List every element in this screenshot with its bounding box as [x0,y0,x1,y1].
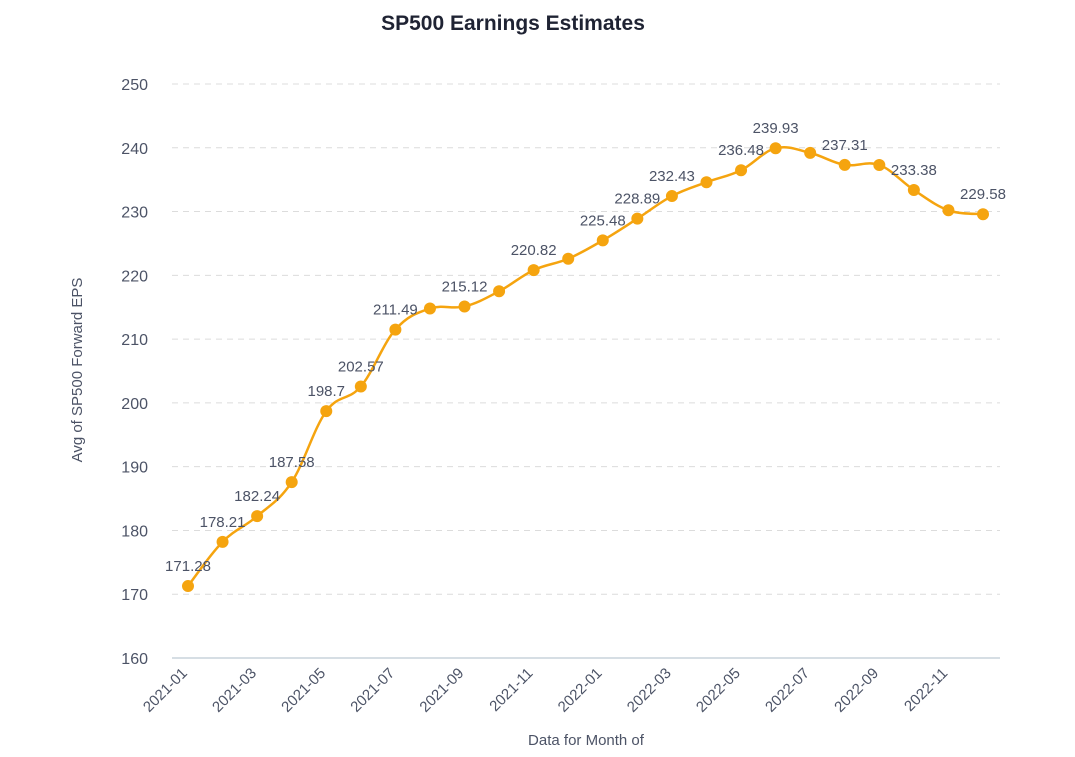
data-point [216,535,229,548]
data-point [700,176,713,189]
x-tick-label: 2022-11 [901,665,951,715]
data-label: 232.43 [649,168,695,185]
data-point [769,142,782,155]
y-tick-label: 240 [121,141,148,158]
data-label: 236.48 [718,142,764,159]
y-tick-label: 230 [121,205,148,222]
data-label: 178.21 [200,514,246,531]
data-label: 228.89 [614,191,660,208]
x-tick-label: 2021-09 [416,665,467,716]
data-point [907,183,920,196]
data-label: 229.58 [960,186,1006,203]
data-label: 237.31 [822,137,868,154]
data-label: 187.58 [269,454,315,471]
data-label: 198.7 [307,383,345,400]
data-point [493,285,506,298]
data-point [458,300,471,313]
data-point [251,510,264,523]
data-label: 225.48 [580,212,626,229]
data-label: 202.57 [338,358,384,375]
data-point [527,264,540,277]
data-point [631,212,644,225]
data-point [942,204,955,217]
data-point [562,252,575,265]
y-axis-title: Avg of SP500 Forward EPS [69,278,86,463]
y-tick-label: 160 [121,651,148,668]
y-tick-label: 250 [121,77,148,94]
y-tick-label: 220 [121,268,148,285]
data-label: 239.93 [753,120,799,137]
x-tick-label: 2021-03 [209,665,260,716]
x-tick-label: 2022-09 [831,665,882,716]
y-tick-label: 170 [121,587,148,604]
data-point [182,580,194,593]
x-tick-label: 2021-11 [486,665,536,715]
data-point [354,380,367,393]
data-label: 211.49 [373,302,418,319]
chart-title: SP500 Earnings Estimates [381,12,645,35]
x-tick-label: 2022-01 [555,665,606,716]
x-axis-title: Data for Month of [528,732,645,749]
data-point [423,302,436,315]
y-tick-label: 200 [121,396,148,413]
data-point [665,190,678,203]
data-point [804,146,817,159]
data-label: 233.38 [891,162,937,179]
data-point [873,158,886,171]
data-point [285,476,298,489]
y-tick-label: 180 [121,523,148,540]
y-tick-label: 210 [121,332,148,349]
data-labels: 171.28 178.21 182.24 187.58 198.7 202.57 211.4… [165,120,1006,575]
y-axis-ticks: 160 170 180 190 200 210 220 230 240 250 [121,77,148,668]
x-tick-label: 2022-05 [693,665,744,716]
data-label: 171.28 [165,558,211,575]
data-point [735,164,748,177]
x-tick-label: 2022-07 [762,665,813,716]
data-point [977,208,989,221]
x-axis-ticks: 2021-01 2021-03 2021-05 2021-07 2021-09 2021-… [140,665,951,716]
data-label: 220.82 [511,242,557,259]
data-label: 215.12 [442,278,488,295]
gridlines [172,83,1000,595]
x-tick-label: 2022-03 [624,665,675,716]
data-point [596,234,609,247]
data-label: 182.24 [234,488,280,505]
data-point [389,323,402,336]
x-tick-label: 2021-07 [347,665,398,716]
data-points [182,142,989,593]
data-point [320,405,333,418]
x-tick-label: 2021-05 [278,665,329,716]
data-point [838,158,851,171]
y-tick-label: 190 [121,460,148,477]
x-tick-label: 2021-01 [140,665,191,716]
